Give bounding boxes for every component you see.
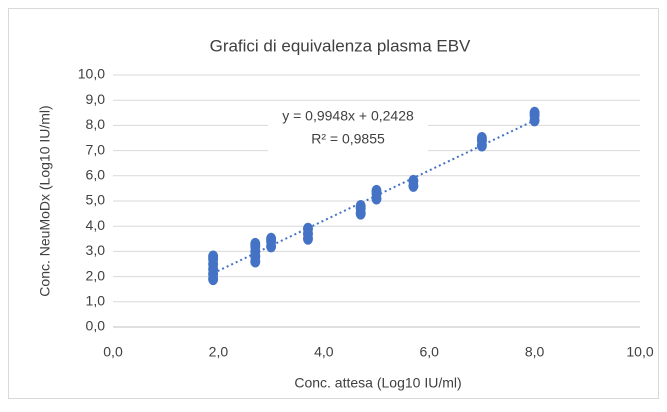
y-tick-label: 7,0 [86,141,106,157]
y-tick-label: 3,0 [86,242,106,258]
equation: y = 0,9948x + 0,2428 [282,108,414,124]
point [302,222,313,235]
y-tick-label: 9,0 [86,91,106,107]
chart-frame [8,8,659,399]
x-tick-label: 10,0 [626,344,653,360]
y-tick-label: 8,0 [86,116,106,132]
y-tick-label: 10,0 [78,66,105,82]
y-tick-label: 4,0 [86,217,106,233]
point [371,184,382,197]
y-tick-label: 6,0 [86,167,106,183]
x-tick-label: 4,0 [314,344,334,360]
point [529,106,540,119]
point [266,232,277,245]
point [250,237,261,250]
equation-box [268,104,428,152]
point [355,200,366,213]
y-tick-label: 0,0 [86,318,106,334]
y-tick-label: 5,0 [86,192,106,208]
y-tick-label: 2,0 [86,267,106,283]
r-squared: R² = 0,9855 [311,131,385,147]
y-tick-label: 1,0 [86,293,106,309]
x-tick-label: 0,0 [103,344,123,360]
point [476,132,487,144]
x-tick-label: 8,0 [525,344,545,360]
point [208,250,219,263]
x-tick-label: 6,0 [419,344,439,360]
chart-title: Grafici di equivalenza plasma EBV [210,36,471,55]
x-tick-label: 2,0 [209,344,229,360]
y-axis-label: Conc. NeuMoDx (Log10 IU/ml) [37,105,53,296]
point [408,174,419,187]
x-axis-label: Conc. attesa (Log10 IU/ml) [294,375,461,391]
